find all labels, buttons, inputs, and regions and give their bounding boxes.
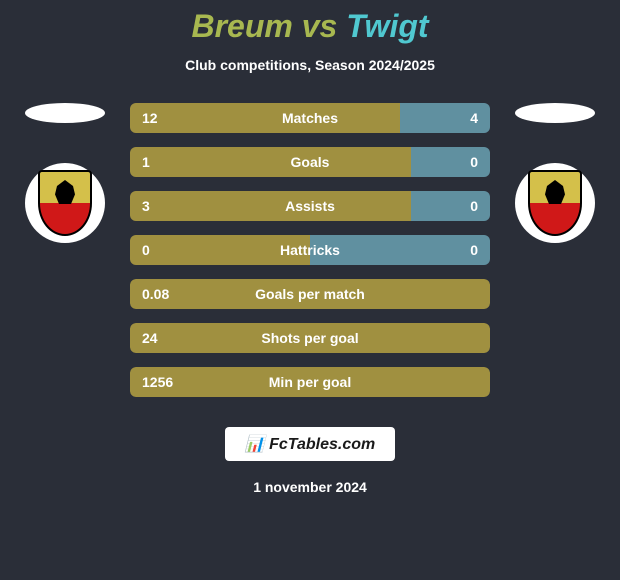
stat-row: 1 0 Goals (130, 147, 490, 177)
stat-row: 0.08 Goals per match (130, 279, 490, 309)
stat-label: Matches (282, 110, 338, 126)
team-badge-right (515, 163, 595, 243)
player-left-ellipse (25, 103, 105, 123)
stat-bar-left: 3 (130, 191, 411, 221)
stat-value-left: 12 (142, 110, 158, 126)
stat-value-right: 0 (470, 242, 478, 258)
stat-value-right: 0 (470, 198, 478, 214)
content-area: 12 4 Matches 1 0 Goals 3 0 Assists 0 0 Hattricks 0.0… (0, 103, 620, 397)
header: Breum vs Twigt Club competitions, Season… (0, 0, 620, 73)
stat-bar-right (411, 191, 490, 221)
stat-label: Min per goal (269, 374, 351, 390)
badge-shield-icon (38, 170, 92, 236)
stat-value-left: 3 (142, 198, 150, 214)
badge-shield-icon (528, 170, 582, 236)
subtitle: Club competitions, Season 2024/2025 (0, 57, 620, 73)
stat-value-right: 0 (470, 154, 478, 170)
stat-value-left: 24 (142, 330, 158, 346)
stat-label: Assists (285, 198, 335, 214)
player2-name: Twigt (346, 8, 428, 44)
stat-value-left: 1256 (142, 374, 173, 390)
player1-name: Breum (191, 8, 292, 44)
stat-row: 3 0 Assists (130, 191, 490, 221)
stat-label: Hattricks (280, 242, 340, 258)
stat-row: 0 0 Hattricks (130, 235, 490, 265)
stat-bar-left: 1 (130, 147, 411, 177)
stat-value-left: 0 (142, 242, 150, 258)
stats-container: 12 4 Matches 1 0 Goals 3 0 Assists 0 0 Hattricks 0.0… (130, 103, 490, 397)
stat-value-right: 4 (470, 110, 478, 126)
vs-text: vs (302, 8, 338, 44)
page-title: Breum vs Twigt (0, 8, 620, 45)
footer-date: 1 november 2024 (0, 479, 620, 495)
stat-label: Shots per goal (261, 330, 358, 346)
stat-row: 12 4 Matches (130, 103, 490, 133)
stat-label: Goals per match (255, 286, 365, 302)
stat-bar-right (411, 147, 490, 177)
team-side-right (510, 103, 600, 243)
footer-logo[interactable]: 📊 FcTables.com (225, 427, 395, 461)
stat-row: 24 Shots per goal (130, 323, 490, 353)
player-right-ellipse (515, 103, 595, 123)
team-side-left (20, 103, 110, 243)
stat-bar-left: 12 (130, 103, 400, 133)
stat-label: Goals (291, 154, 330, 170)
stat-value-left: 0.08 (142, 286, 169, 302)
team-badge-left (25, 163, 105, 243)
stat-value-left: 1 (142, 154, 150, 170)
stat-row: 1256 Min per goal (130, 367, 490, 397)
